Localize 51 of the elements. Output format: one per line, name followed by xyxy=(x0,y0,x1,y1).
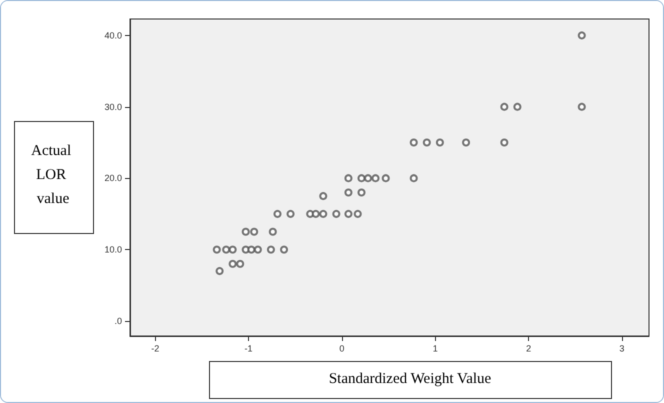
y-tick-label: 40.0 xyxy=(104,30,122,40)
point xyxy=(344,210,352,218)
x-tick-label: -1 xyxy=(244,344,253,354)
point xyxy=(228,260,237,268)
point xyxy=(462,138,470,147)
point xyxy=(273,210,282,218)
x-tick-label: 1 xyxy=(432,344,438,354)
point xyxy=(354,210,362,218)
x-axis-title: Standardized Weight Value xyxy=(328,371,492,387)
x-tick-label: 2 xyxy=(526,344,532,354)
point xyxy=(212,246,221,254)
y-tick-label: 10.0 xyxy=(104,244,122,255)
point xyxy=(247,246,256,254)
point xyxy=(344,174,352,182)
point xyxy=(410,138,418,147)
point xyxy=(344,188,352,196)
point xyxy=(500,138,508,147)
point xyxy=(578,31,586,40)
y-tick-label: 20.0 xyxy=(104,173,122,184)
y-axis-title: Actual LOR value xyxy=(31,143,75,207)
x-tick-label: -2 xyxy=(151,344,160,354)
point xyxy=(254,246,262,254)
point xyxy=(319,192,328,200)
point xyxy=(280,246,288,254)
point xyxy=(222,246,230,254)
point xyxy=(228,246,237,254)
point xyxy=(266,246,275,254)
point xyxy=(332,210,340,218)
point xyxy=(312,210,320,218)
point xyxy=(358,188,366,196)
point xyxy=(268,228,277,236)
point xyxy=(286,210,295,218)
point xyxy=(216,267,224,276)
point xyxy=(319,210,328,218)
x-tick-label: 3 xyxy=(619,344,624,354)
point xyxy=(436,138,444,147)
point xyxy=(236,260,244,268)
point xyxy=(364,174,372,182)
y-tick-label: .0 xyxy=(114,316,122,326)
point xyxy=(422,138,431,147)
point xyxy=(382,174,390,182)
point xyxy=(500,102,508,111)
point xyxy=(578,102,586,111)
point xyxy=(410,174,418,182)
x-tick-label: 0 xyxy=(339,344,344,354)
point xyxy=(372,174,380,182)
point xyxy=(358,174,366,182)
y-tick-label: 30.0 xyxy=(104,102,122,112)
point xyxy=(513,102,522,111)
point xyxy=(242,228,250,236)
point xyxy=(250,228,258,236)
